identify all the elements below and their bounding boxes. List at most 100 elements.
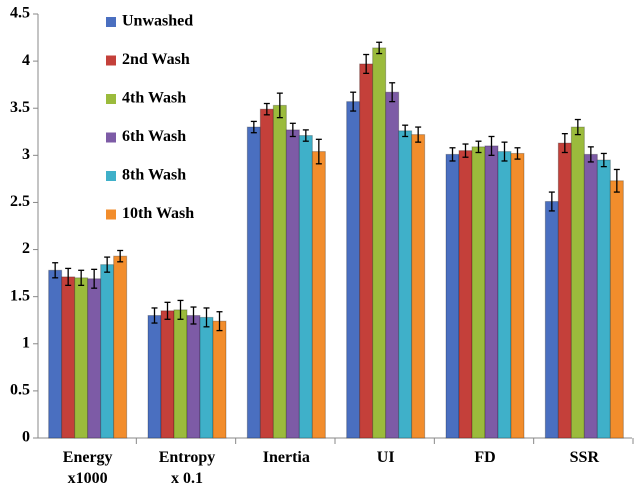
error-bar <box>587 146 594 163</box>
error-bar <box>315 138 322 165</box>
error-bar <box>449 147 456 162</box>
bar <box>272 104 287 439</box>
bar <box>510 152 525 439</box>
error-bar <box>462 143 469 158</box>
y-tick-label: 2.5 <box>10 193 30 210</box>
error-bar <box>561 133 568 154</box>
x-tick-label: FD <box>474 449 495 466</box>
x-tick-label: Energy x1000 <box>63 449 113 487</box>
error-bar <box>65 267 72 287</box>
error-bar <box>363 53 370 75</box>
error-bar <box>415 126 422 143</box>
bar <box>570 126 585 439</box>
bar <box>596 159 611 439</box>
bar <box>285 129 300 439</box>
error-bar <box>613 168 620 193</box>
legend-swatch <box>106 55 116 66</box>
bar <box>557 142 572 439</box>
bar <box>372 47 387 439</box>
bar <box>298 135 313 439</box>
error-bar <box>488 135 495 156</box>
bar <box>259 108 274 439</box>
bar <box>484 145 499 439</box>
legend-swatch <box>106 132 116 143</box>
error-bar <box>117 249 124 263</box>
legend-label: 10th Wash <box>122 205 194 222</box>
legend-label: 2nd Wash <box>122 51 190 68</box>
bar <box>147 315 162 439</box>
bar <box>458 150 473 439</box>
error-bar <box>302 129 309 142</box>
bar <box>359 63 374 439</box>
legend-label: Unwashed <box>122 13 193 30</box>
x-tick-label: UI <box>377 449 395 466</box>
error-bar <box>574 118 581 136</box>
error-bar <box>164 301 171 320</box>
bar <box>544 201 559 439</box>
y-tick-label: 1.5 <box>10 287 30 304</box>
bar <box>583 153 598 439</box>
legend-label: 6th Wash <box>122 128 186 145</box>
y-tick-label: 4 <box>22 52 30 69</box>
error-bar <box>263 102 270 116</box>
error-bar <box>276 92 283 119</box>
y-tick-label: 2 <box>22 240 30 257</box>
bar <box>445 153 460 439</box>
error-bar <box>151 307 158 324</box>
x-tick-label: SSR <box>570 449 600 466</box>
bar <box>246 126 261 439</box>
bar <box>609 180 624 439</box>
x-tick-label: Inertia <box>263 449 310 466</box>
error-bar <box>350 91 357 112</box>
legend-swatch <box>106 171 116 181</box>
x-tick-label: Entropy x 0.1 <box>159 449 216 487</box>
error-bar <box>203 307 210 328</box>
y-tick-label: 0 <box>22 429 30 446</box>
legend-swatch <box>106 17 116 27</box>
error-bar <box>475 140 482 154</box>
legend-swatch <box>106 94 116 104</box>
error-bar <box>289 122 296 138</box>
error-bar <box>402 124 409 138</box>
legend-swatch <box>106 209 116 220</box>
bar <box>471 146 486 439</box>
error-bar <box>389 82 396 103</box>
y-tick-label: 4.5 <box>10 5 30 22</box>
bar <box>61 276 76 439</box>
error-bar <box>190 306 197 325</box>
error-bar <box>104 256 111 273</box>
bar <box>346 101 361 439</box>
bar <box>48 269 63 439</box>
error-bar <box>177 299 184 320</box>
bar <box>113 255 128 439</box>
bar <box>160 310 175 439</box>
y-tick-label: 1 <box>22 334 30 351</box>
error-bar <box>52 262 59 279</box>
bar <box>100 264 115 439</box>
bar <box>411 134 426 439</box>
bar <box>497 151 512 439</box>
y-tick-label: 3 <box>22 146 30 163</box>
bar <box>398 130 413 439</box>
legend-label: 4th Wash <box>122 90 186 107</box>
bar <box>199 316 214 439</box>
error-bar <box>501 141 508 162</box>
bar <box>311 151 326 439</box>
bar <box>74 277 89 439</box>
error-bar <box>91 268 98 289</box>
bar <box>212 320 227 439</box>
error-bar <box>250 120 257 134</box>
error-bar <box>548 191 555 212</box>
error-bar <box>376 41 383 55</box>
legend-label: 8th Wash <box>122 167 186 184</box>
bar <box>186 315 201 439</box>
bar <box>173 309 188 439</box>
bar <box>87 278 102 439</box>
y-tick-label: 0.5 <box>10 382 30 399</box>
error-bar <box>514 147 521 160</box>
y-tick-label: 3.5 <box>10 99 30 116</box>
error-bar <box>78 269 85 287</box>
error-bar <box>216 311 223 332</box>
error-bar <box>600 152 607 168</box>
